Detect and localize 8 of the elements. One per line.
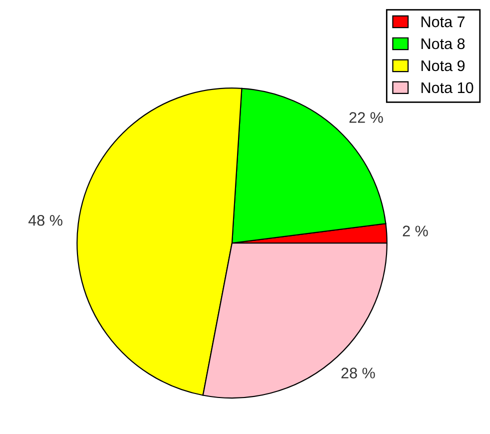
data-label: 48 % xyxy=(28,214,62,226)
legend-label: Nota 8 xyxy=(422,38,465,50)
legend-label: Nota 9 xyxy=(422,60,465,72)
legend-label: Nota 10 xyxy=(422,82,474,94)
data-label: 28 % xyxy=(341,368,375,378)
legend-label: Nota 7 xyxy=(422,16,465,28)
data-label: 22 % xyxy=(349,112,383,123)
data-label: 2 % xyxy=(402,226,428,236)
